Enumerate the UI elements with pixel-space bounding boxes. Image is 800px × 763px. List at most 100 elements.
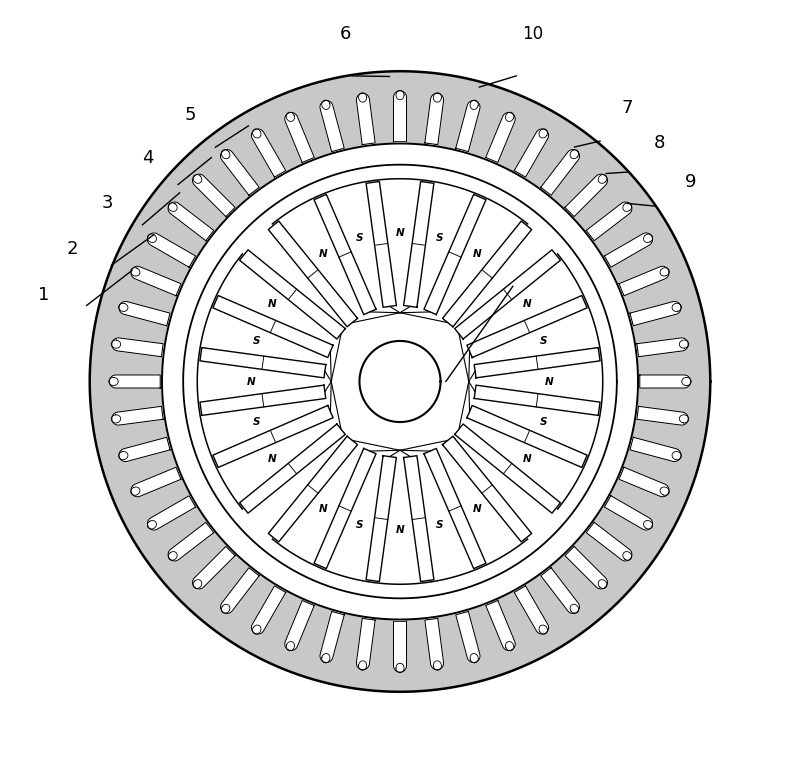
Text: N: N <box>473 504 482 514</box>
Polygon shape <box>442 436 532 542</box>
Text: N: N <box>523 299 532 309</box>
Polygon shape <box>221 150 259 195</box>
Polygon shape <box>162 143 638 620</box>
Polygon shape <box>356 618 375 670</box>
Text: S: S <box>540 336 547 346</box>
Polygon shape <box>193 174 235 217</box>
Text: S: S <box>540 417 547 427</box>
Polygon shape <box>630 437 681 462</box>
Text: N: N <box>396 227 404 237</box>
Text: 8: 8 <box>654 134 665 153</box>
Polygon shape <box>251 129 286 177</box>
Polygon shape <box>467 405 587 468</box>
Text: S: S <box>356 520 364 530</box>
Polygon shape <box>221 568 259 613</box>
Polygon shape <box>183 165 617 598</box>
Text: 3: 3 <box>102 195 113 212</box>
Polygon shape <box>285 112 314 163</box>
Polygon shape <box>514 129 549 177</box>
Polygon shape <box>268 221 358 327</box>
Text: N: N <box>523 454 532 464</box>
Polygon shape <box>366 182 396 307</box>
Text: 5: 5 <box>185 106 196 124</box>
Polygon shape <box>359 341 441 422</box>
Text: S: S <box>436 233 444 243</box>
Polygon shape <box>474 385 600 415</box>
Polygon shape <box>147 233 196 267</box>
Polygon shape <box>565 546 607 589</box>
Text: S: S <box>436 520 444 530</box>
Polygon shape <box>131 467 181 497</box>
Polygon shape <box>586 522 632 561</box>
Polygon shape <box>131 266 181 296</box>
Polygon shape <box>541 568 579 613</box>
Text: N: N <box>246 376 255 387</box>
Polygon shape <box>486 112 515 163</box>
Polygon shape <box>425 93 444 145</box>
Polygon shape <box>200 348 326 378</box>
Polygon shape <box>424 449 486 568</box>
Polygon shape <box>366 456 396 581</box>
Text: N: N <box>318 504 327 514</box>
Polygon shape <box>541 150 579 195</box>
Polygon shape <box>200 385 326 415</box>
Polygon shape <box>637 407 688 425</box>
Polygon shape <box>486 600 515 651</box>
Polygon shape <box>119 301 170 326</box>
Polygon shape <box>619 467 669 497</box>
Polygon shape <box>251 586 286 634</box>
Polygon shape <box>112 338 163 356</box>
Text: N: N <box>396 526 404 536</box>
Polygon shape <box>168 522 214 561</box>
Polygon shape <box>320 101 344 152</box>
Polygon shape <box>356 93 375 145</box>
Polygon shape <box>565 174 607 217</box>
Polygon shape <box>285 600 314 651</box>
Text: 10: 10 <box>522 25 542 43</box>
Polygon shape <box>394 91 406 142</box>
Text: 2: 2 <box>66 240 78 259</box>
Polygon shape <box>637 338 688 356</box>
Text: N: N <box>473 249 482 259</box>
Polygon shape <box>168 202 214 241</box>
Polygon shape <box>193 546 235 589</box>
Polygon shape <box>239 424 346 513</box>
Text: N: N <box>545 376 554 387</box>
Text: N: N <box>318 249 327 259</box>
Polygon shape <box>320 611 344 662</box>
Polygon shape <box>90 71 710 692</box>
Polygon shape <box>213 405 333 468</box>
Text: N: N <box>268 299 277 309</box>
Polygon shape <box>604 233 653 267</box>
Polygon shape <box>454 250 561 339</box>
Text: N: N <box>268 454 277 464</box>
Text: S: S <box>253 336 260 346</box>
Text: S: S <box>253 417 260 427</box>
Polygon shape <box>514 586 549 634</box>
Text: 1: 1 <box>38 286 50 304</box>
Polygon shape <box>474 348 600 378</box>
Polygon shape <box>424 195 486 314</box>
Polygon shape <box>425 618 444 670</box>
Polygon shape <box>456 101 480 152</box>
Polygon shape <box>147 496 196 530</box>
Polygon shape <box>630 301 681 326</box>
Polygon shape <box>454 424 561 513</box>
Text: 6: 6 <box>340 25 351 43</box>
Polygon shape <box>314 195 376 314</box>
Polygon shape <box>619 266 669 296</box>
Polygon shape <box>394 621 406 672</box>
Polygon shape <box>268 436 358 542</box>
Polygon shape <box>112 407 163 425</box>
Text: S: S <box>356 233 364 243</box>
Polygon shape <box>110 375 160 388</box>
Polygon shape <box>586 202 632 241</box>
Polygon shape <box>604 496 653 530</box>
Polygon shape <box>467 295 587 358</box>
Text: 9: 9 <box>685 173 697 192</box>
Text: 4: 4 <box>142 149 154 166</box>
Polygon shape <box>456 611 480 662</box>
Polygon shape <box>239 250 346 339</box>
Polygon shape <box>640 375 690 388</box>
Polygon shape <box>404 456 434 581</box>
